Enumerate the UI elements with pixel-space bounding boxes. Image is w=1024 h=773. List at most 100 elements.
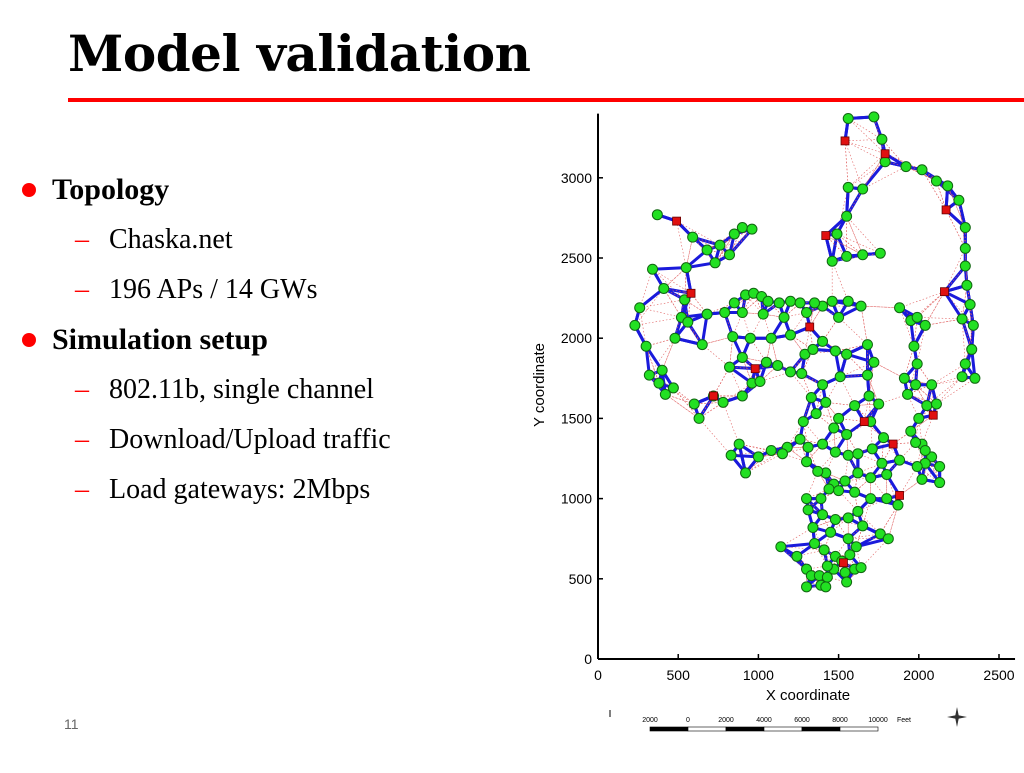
mesh-link <box>779 542 817 549</box>
access-point-node <box>797 416 809 428</box>
interference-link <box>692 236 716 264</box>
page-number: 11 <box>64 716 79 732</box>
access-point-node <box>910 436 922 448</box>
access-point-node <box>776 448 788 460</box>
access-point-node <box>865 493 877 505</box>
interference-link <box>848 153 886 188</box>
interference-link <box>916 325 926 364</box>
access-point-node <box>701 244 713 256</box>
access-point-node <box>834 371 846 383</box>
access-point-node <box>911 358 923 370</box>
interference-link <box>745 450 772 474</box>
access-point-node <box>818 544 830 556</box>
access-point-node <box>841 428 853 440</box>
scale-segment <box>649 726 689 732</box>
nodes-layer <box>629 111 981 593</box>
interference-link <box>745 447 788 474</box>
access-point-node <box>881 493 893 505</box>
interference-link <box>823 549 828 567</box>
access-point-node <box>801 307 813 319</box>
access-point-node <box>930 175 942 187</box>
interference-link <box>881 139 907 167</box>
access-point-node <box>969 372 981 384</box>
access-point-node <box>784 329 796 341</box>
gateway-node <box>839 558 848 568</box>
access-point-node <box>956 371 968 383</box>
scale-label: 6000 <box>794 717 810 724</box>
access-point-node <box>863 390 875 402</box>
access-point-node <box>849 400 861 412</box>
access-point-node <box>852 448 864 460</box>
access-point-node <box>714 239 726 251</box>
topology-plot-svg: 0 500 1000 1500 2000 2500 0 500 1000 1500 2000 2500… <box>531 111 1016 732</box>
interference-link <box>921 169 960 201</box>
gateway-node <box>895 490 904 500</box>
interference-link <box>926 376 963 406</box>
access-point-node <box>643 369 655 381</box>
interference-link <box>844 140 886 155</box>
dash-icon: – <box>75 374 89 405</box>
interference-link <box>835 554 850 557</box>
access-point-node <box>765 444 777 456</box>
access-point-node <box>659 388 671 400</box>
access-point-node <box>868 111 880 123</box>
scale-label: 10000 <box>868 717 888 724</box>
access-point-node <box>667 382 679 394</box>
dash-icon: – <box>75 224 89 255</box>
bullet-list: Topology – Chaska.net – 196 APs / 14 GWs… <box>20 165 391 515</box>
interference-link <box>944 248 966 292</box>
interference-link <box>652 269 685 300</box>
access-point-node <box>728 297 740 309</box>
x-tick-label: 1500 <box>823 667 854 683</box>
access-point-node <box>696 339 708 351</box>
compass-icon <box>947 715 967 719</box>
interference-link <box>634 317 682 326</box>
access-point-node <box>821 560 833 572</box>
interference-link <box>936 378 976 405</box>
access-point-node <box>826 295 838 307</box>
bullet-label: Topology <box>52 173 170 206</box>
interference-link <box>639 307 647 347</box>
interference-link <box>947 185 966 228</box>
access-point-node <box>682 316 694 328</box>
access-point-node <box>784 295 796 307</box>
y-tick-label: 2000 <box>561 330 592 346</box>
interference-link <box>905 166 948 187</box>
access-point-node <box>833 412 845 424</box>
interference-link <box>945 209 966 249</box>
interference-link <box>961 318 966 364</box>
access-point-node <box>919 319 931 331</box>
scale-label: Feet <box>897 717 911 724</box>
access-point-node <box>823 483 835 495</box>
interference-link <box>917 317 963 320</box>
access-point-node <box>905 425 917 437</box>
scale-segment <box>725 726 765 732</box>
access-point-node <box>805 392 817 404</box>
interference-link <box>780 527 814 547</box>
access-point-node <box>898 372 910 384</box>
access-point-node <box>865 472 877 484</box>
interference-link <box>944 291 974 326</box>
access-point-node <box>736 390 748 402</box>
scale-segment <box>801 726 841 732</box>
interference-link <box>936 376 963 405</box>
interference-link <box>840 361 875 377</box>
access-point-node <box>959 260 971 272</box>
access-point-node <box>829 446 841 458</box>
access-point-node <box>916 473 928 485</box>
gateway-node <box>840 136 850 146</box>
access-point-node <box>911 311 923 323</box>
sub-bullet-label: Load gateways: 2Mbps <box>109 474 371 505</box>
sub-bullet: – Download/Upload traffic <box>20 415 391 465</box>
access-point-node <box>852 505 864 517</box>
interference-link <box>925 318 963 326</box>
interference-link <box>780 546 825 551</box>
interference-link <box>845 139 882 142</box>
interference-link <box>645 346 660 384</box>
access-point-node <box>709 257 721 269</box>
x-axis-label: X coordinate <box>766 687 850 704</box>
interference-link <box>663 288 692 294</box>
interference-link <box>661 338 676 371</box>
access-point-node <box>841 250 853 262</box>
interference-link <box>873 361 905 379</box>
